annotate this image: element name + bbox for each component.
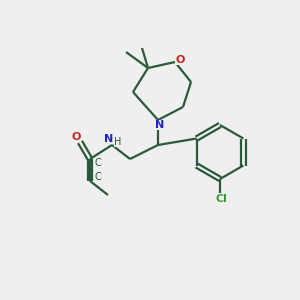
Text: O: O [175, 55, 185, 65]
Text: N: N [155, 120, 165, 130]
Text: Cl: Cl [215, 194, 227, 204]
Text: H: H [114, 137, 122, 147]
Text: C: C [94, 158, 101, 168]
Text: N: N [104, 134, 114, 144]
Text: C: C [94, 172, 101, 182]
Text: O: O [71, 132, 81, 142]
